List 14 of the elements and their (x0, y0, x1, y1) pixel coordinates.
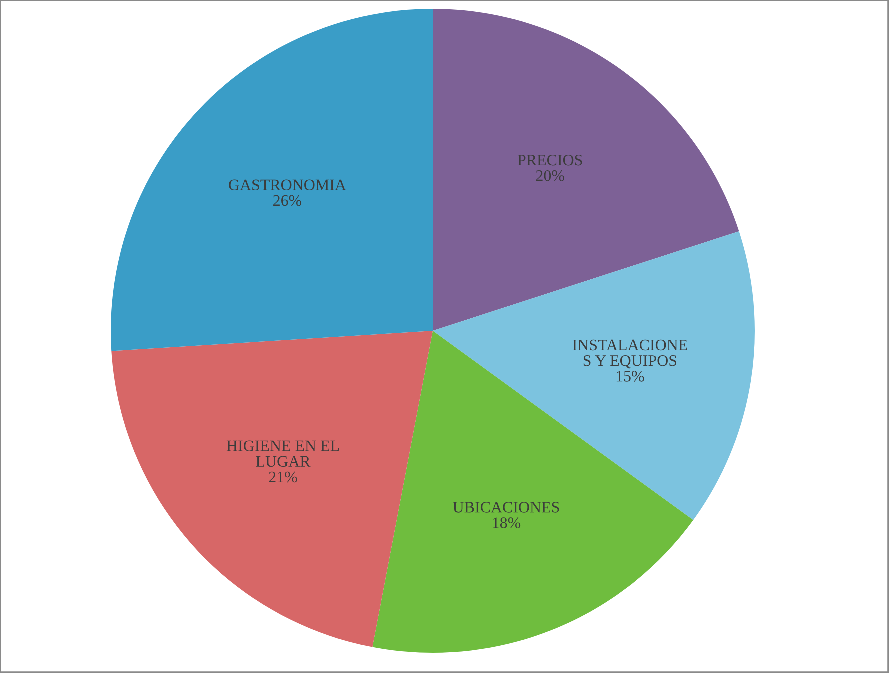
data-label: 15% (616, 371, 644, 382)
slice-label: INSTALACIONE S Y EQUIPOS (572, 340, 688, 369)
data-label: 21% (269, 472, 298, 483)
slice-label: HIGIENE EN EL LUGAR (226, 440, 340, 468)
pie-slice (433, 9, 740, 331)
pie-slice (372, 331, 694, 653)
pie-slice (111, 9, 433, 352)
pie-slice (112, 331, 433, 648)
slice-label: UBICACIONES (453, 502, 560, 513)
data-label: 26% (274, 195, 302, 206)
slice-label: PRECIOS (518, 154, 582, 166)
slice-label: GASTRONOMIA (229, 180, 346, 191)
data-label: 20% (536, 170, 564, 182)
data-label: 18% (493, 518, 521, 528)
